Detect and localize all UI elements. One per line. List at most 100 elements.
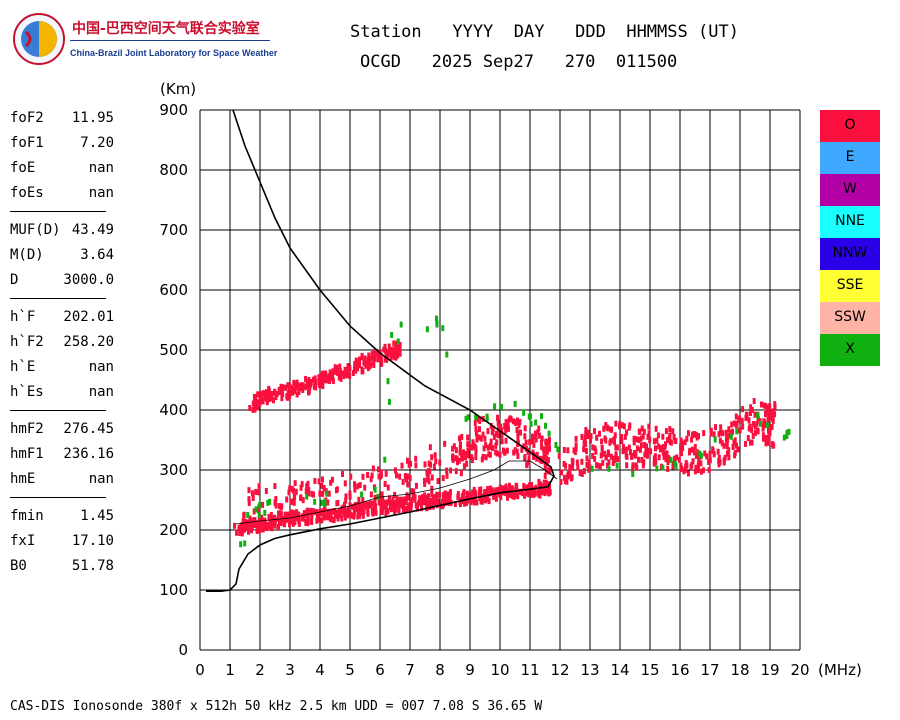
echo-point bbox=[267, 385, 271, 392]
echo-point bbox=[233, 522, 237, 529]
echo-point bbox=[669, 439, 673, 446]
echo-point bbox=[300, 481, 304, 488]
echo-point bbox=[616, 456, 620, 463]
echo-point bbox=[530, 482, 534, 489]
echo-point bbox=[632, 439, 636, 446]
echo-point bbox=[493, 489, 497, 496]
echo-point bbox=[280, 389, 284, 396]
echo-point bbox=[401, 507, 405, 514]
echo-point bbox=[335, 364, 339, 371]
echo-point bbox=[785, 429, 789, 436]
param-name: D bbox=[10, 272, 19, 288]
echo-point bbox=[373, 486, 377, 493]
echo-point bbox=[399, 321, 403, 328]
echo-point bbox=[570, 457, 574, 464]
echo-point bbox=[479, 435, 483, 442]
echo-point bbox=[394, 340, 398, 347]
echo-point bbox=[639, 435, 643, 442]
echo-point bbox=[375, 348, 379, 355]
echo-point bbox=[360, 509, 364, 516]
echo-point bbox=[432, 494, 436, 501]
echo-point bbox=[750, 427, 754, 434]
echo-point bbox=[317, 374, 321, 381]
echo-point bbox=[591, 452, 595, 459]
echo-point bbox=[344, 493, 348, 500]
echo-point bbox=[377, 466, 381, 473]
echo-point bbox=[690, 436, 694, 443]
param-name: B0 bbox=[10, 558, 27, 574]
echo-point bbox=[588, 437, 592, 444]
echo-point bbox=[522, 482, 526, 489]
echo-point bbox=[699, 468, 703, 475]
echo-point bbox=[490, 429, 494, 436]
echo-point bbox=[640, 425, 644, 432]
echo-point bbox=[383, 480, 387, 487]
echo-point bbox=[600, 438, 604, 445]
echo-point bbox=[356, 363, 360, 370]
echo-point bbox=[277, 389, 281, 396]
echo-point bbox=[620, 422, 624, 429]
echo-point bbox=[288, 389, 292, 396]
echo-point bbox=[332, 368, 336, 375]
echo-point bbox=[717, 431, 721, 438]
echo-point bbox=[293, 494, 297, 501]
echo-point bbox=[423, 477, 427, 484]
echo-point bbox=[465, 460, 469, 467]
echo-point bbox=[397, 344, 401, 351]
echo-point bbox=[384, 502, 388, 509]
echo-point bbox=[276, 523, 280, 530]
echo-point bbox=[403, 473, 407, 480]
x-tick-label: 0 bbox=[195, 661, 205, 679]
y-tick-label: 400 bbox=[159, 401, 188, 419]
echo-point bbox=[688, 447, 692, 454]
param-value: 7.20 bbox=[80, 135, 114, 151]
echo-point bbox=[297, 517, 301, 524]
echo-point bbox=[516, 430, 520, 437]
echo-point bbox=[729, 433, 733, 440]
echo-point bbox=[361, 497, 365, 504]
echo-point bbox=[358, 362, 362, 369]
y-tick-label: 0 bbox=[178, 641, 188, 659]
echo-point bbox=[331, 377, 335, 384]
echo-point bbox=[531, 436, 535, 443]
echo-point bbox=[366, 510, 370, 517]
echo-point bbox=[528, 482, 532, 489]
echo-point bbox=[264, 389, 268, 396]
echo-point bbox=[696, 449, 700, 456]
echo-point bbox=[637, 456, 641, 463]
echo-point bbox=[445, 467, 449, 474]
echo-point bbox=[415, 503, 419, 510]
echo-point bbox=[766, 417, 770, 424]
param-row: MUF(D) 43.49 bbox=[10, 220, 120, 245]
param-row: h`F 202.01 bbox=[10, 307, 120, 332]
echo-point bbox=[269, 511, 273, 518]
echo-point bbox=[548, 467, 552, 474]
param-divider bbox=[10, 208, 120, 220]
echo-point bbox=[320, 381, 324, 388]
echo-point bbox=[680, 450, 684, 457]
echo-point bbox=[752, 420, 756, 427]
echo-point bbox=[721, 430, 725, 437]
echo-point bbox=[494, 442, 498, 449]
echo-point bbox=[716, 448, 720, 455]
echo-point bbox=[515, 448, 519, 455]
echo-point bbox=[342, 373, 346, 380]
echo-point bbox=[379, 502, 383, 509]
echo-point bbox=[475, 499, 479, 506]
echo-point bbox=[275, 390, 279, 397]
echo-point bbox=[423, 480, 427, 487]
echo-point bbox=[622, 423, 626, 430]
echo-point bbox=[677, 456, 681, 463]
echo-point bbox=[489, 485, 493, 492]
echo-point bbox=[628, 422, 632, 429]
echo-point bbox=[756, 428, 760, 435]
x-axis-label: (MHz) bbox=[818, 661, 862, 679]
echo-point bbox=[313, 375, 317, 382]
echo-point bbox=[379, 355, 383, 362]
echo-point bbox=[593, 428, 597, 435]
echo-point bbox=[685, 435, 689, 442]
echo-point bbox=[773, 403, 777, 410]
echo-point bbox=[652, 460, 656, 467]
echo-point bbox=[489, 438, 493, 445]
echo-point bbox=[718, 437, 722, 444]
